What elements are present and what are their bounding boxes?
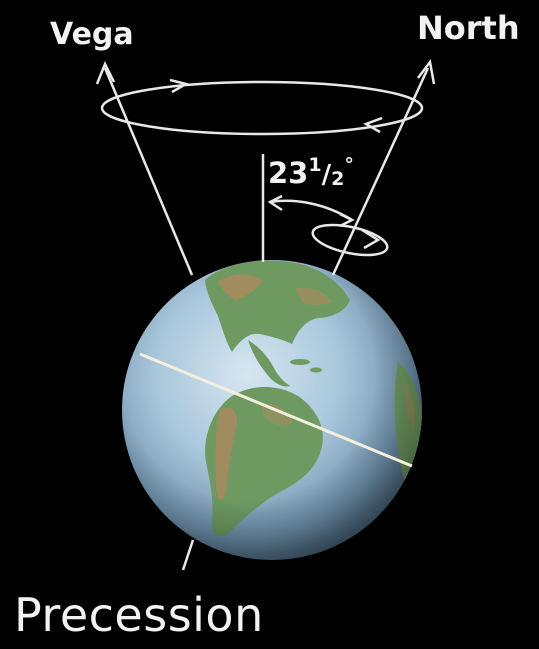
cone-line-north <box>331 67 430 276</box>
earth-axis-lower <box>181 539 195 571</box>
north-label: North <box>417 9 520 47</box>
vega-label: Vega <box>50 17 134 52</box>
angle-denominator: 2 <box>331 168 345 190</box>
arc-arrowhead-left <box>267 194 283 212</box>
tilt-angle-label: 231/2° <box>268 156 354 189</box>
angle-whole: 23 <box>268 156 309 190</box>
arc-arrowhead-right <box>339 212 355 228</box>
arrowhead-vega <box>95 60 116 85</box>
spin-loop <box>311 223 389 257</box>
tilt-angle-arc <box>267 194 355 228</box>
angle-slash: / <box>321 160 332 190</box>
precession-cone <box>95 58 436 276</box>
circle-arrow-bottom <box>363 116 383 134</box>
angle-degree: ° <box>344 154 354 176</box>
arrowhead-north <box>417 58 436 85</box>
angle-numerator: 1 <box>308 154 322 176</box>
diagram-title: Precession <box>14 588 264 642</box>
cone-line-vega <box>103 67 194 276</box>
circle-arrow-top <box>169 78 190 94</box>
spin-loop-arrow <box>361 228 381 250</box>
equator-line <box>139 352 413 468</box>
earth-globe <box>122 260 422 571</box>
precession-circle <box>100 78 424 136</box>
